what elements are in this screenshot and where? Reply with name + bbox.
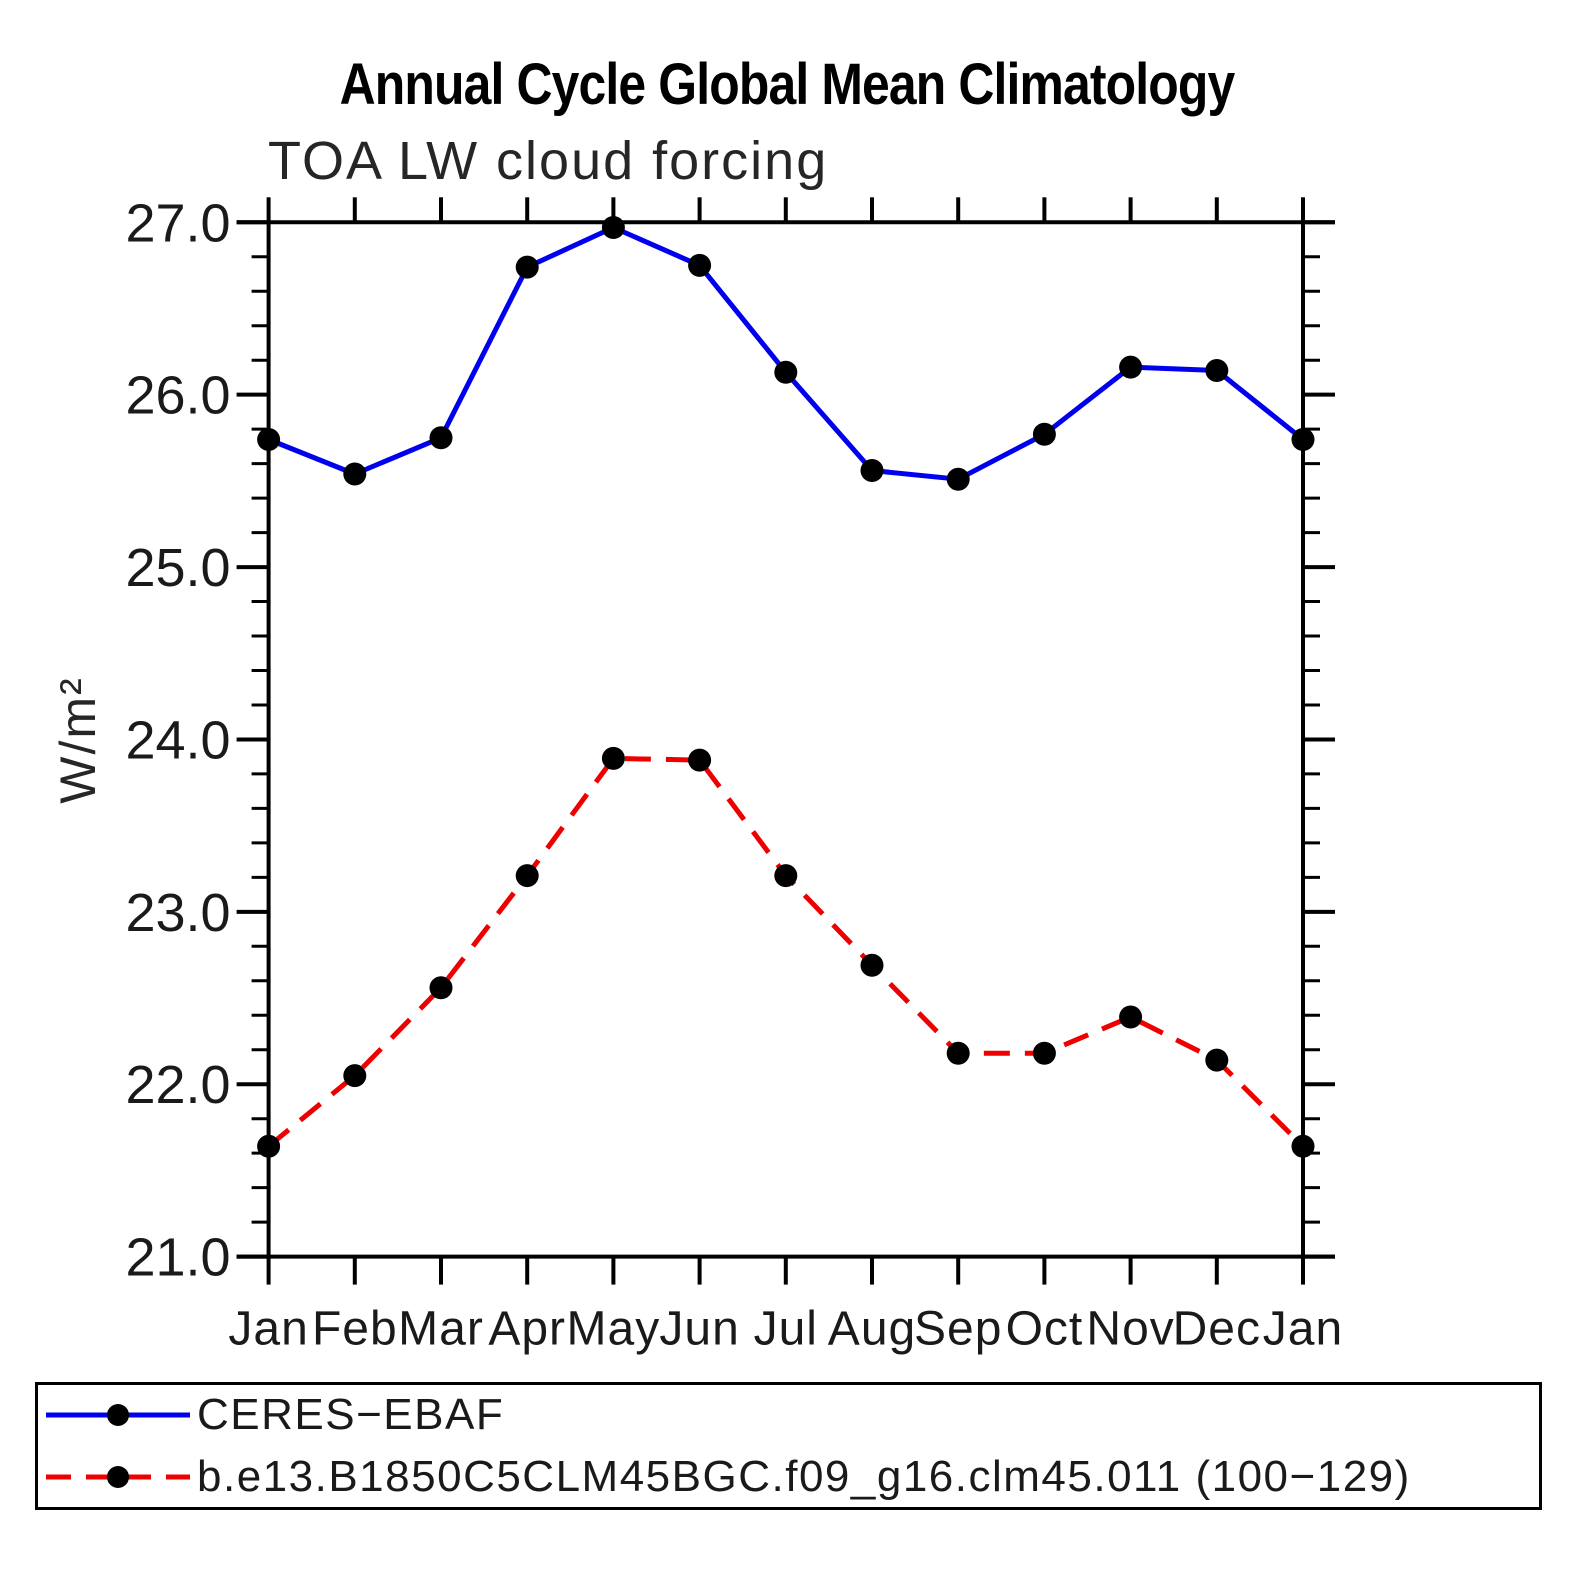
- y-tick-label: 25.0: [125, 538, 230, 598]
- data-point-marker: [1032, 1041, 1056, 1065]
- data-point-marker: [946, 1041, 970, 1065]
- x-tick-label: Jan: [1263, 1303, 1343, 1356]
- x-tick-label: Jan: [228, 1303, 308, 1356]
- x-tick-label: Oct: [1006, 1303, 1084, 1356]
- x-tick-label: Aug: [828, 1303, 916, 1356]
- y-tick-label: 26.0: [125, 366, 230, 426]
- legend-box: CERES−EBAF b.e13.B1850C5CLM45BGC.f09_g16…: [35, 1382, 1542, 1510]
- x-tick-label: Mar: [398, 1303, 484, 1356]
- data-point-marker: [1032, 422, 1056, 446]
- data-point-marker: [860, 953, 884, 977]
- data-point-marker: [1291, 1134, 1315, 1158]
- chart-subtitle: TOA LW cloud forcing: [268, 131, 829, 191]
- data-point-marker: [515, 864, 539, 888]
- legend-item: CERES−EBAF: [42, 1385, 1539, 1445]
- legend-label: CERES−EBAF: [197, 1390, 505, 1439]
- legend-label: b.e13.B1850C5CLM45BGC.f09_g16.clm45.011 …: [197, 1452, 1411, 1501]
- x-tick-label: Feb: [312, 1303, 398, 1356]
- x-tick-label: Jun: [659, 1303, 739, 1356]
- data-point-marker: [1119, 355, 1143, 379]
- data-point-marker: [343, 1064, 367, 1088]
- data-point-marker: [688, 748, 712, 772]
- data-point-marker: [515, 255, 539, 279]
- y-tick-label: 24.0: [125, 710, 230, 770]
- legend-item: b.e13.B1850C5CLM45BGC.f09_g16.clm45.011 …: [42, 1447, 1539, 1507]
- data-point-marker: [429, 976, 453, 1000]
- data-point-marker: [601, 746, 625, 770]
- data-point-marker: [1119, 1005, 1143, 1029]
- x-tick-label: Nov: [1086, 1303, 1174, 1356]
- legend-sample-marker: [107, 1404, 129, 1426]
- data-point-marker: [860, 459, 884, 482]
- data-point-marker: [774, 864, 798, 888]
- y-tick-label: 27.0: [125, 193, 230, 253]
- x-tick-label: May: [567, 1303, 661, 1356]
- y-tick-label: 23.0: [125, 883, 230, 943]
- legend-line-sample: [46, 1404, 190, 1426]
- data-point-marker: [1205, 1048, 1229, 1072]
- data-point-marker: [1291, 428, 1315, 451]
- y-tick-label: 22.0: [125, 1055, 230, 1115]
- series-line-1: [267, 755, 1305, 1149]
- y-tick-label: 21.0: [125, 1228, 230, 1288]
- series-line-0: [267, 225, 1305, 482]
- legend-sample-marker: [107, 1466, 129, 1488]
- data-point-marker: [1205, 359, 1229, 382]
- data-point-marker: [343, 462, 367, 486]
- x-tick-label: Apr: [488, 1303, 566, 1356]
- x-tick-label: Sep: [914, 1303, 1002, 1356]
- legend-line-sample: [46, 1466, 190, 1488]
- x-tick-label: Dec: [1173, 1303, 1261, 1356]
- data-point-marker: [946, 467, 970, 491]
- data-point-marker: [774, 360, 798, 384]
- data-point-marker: [601, 216, 625, 239]
- data-point-marker: [429, 426, 453, 450]
- data-point-marker: [257, 428, 281, 451]
- data-point-marker: [688, 253, 712, 277]
- data-point-marker: [257, 1134, 281, 1158]
- x-tick-label: Jul: [754, 1303, 818, 1356]
- chart-title: Annual Cycle Global Mean Climatology: [339, 52, 1236, 117]
